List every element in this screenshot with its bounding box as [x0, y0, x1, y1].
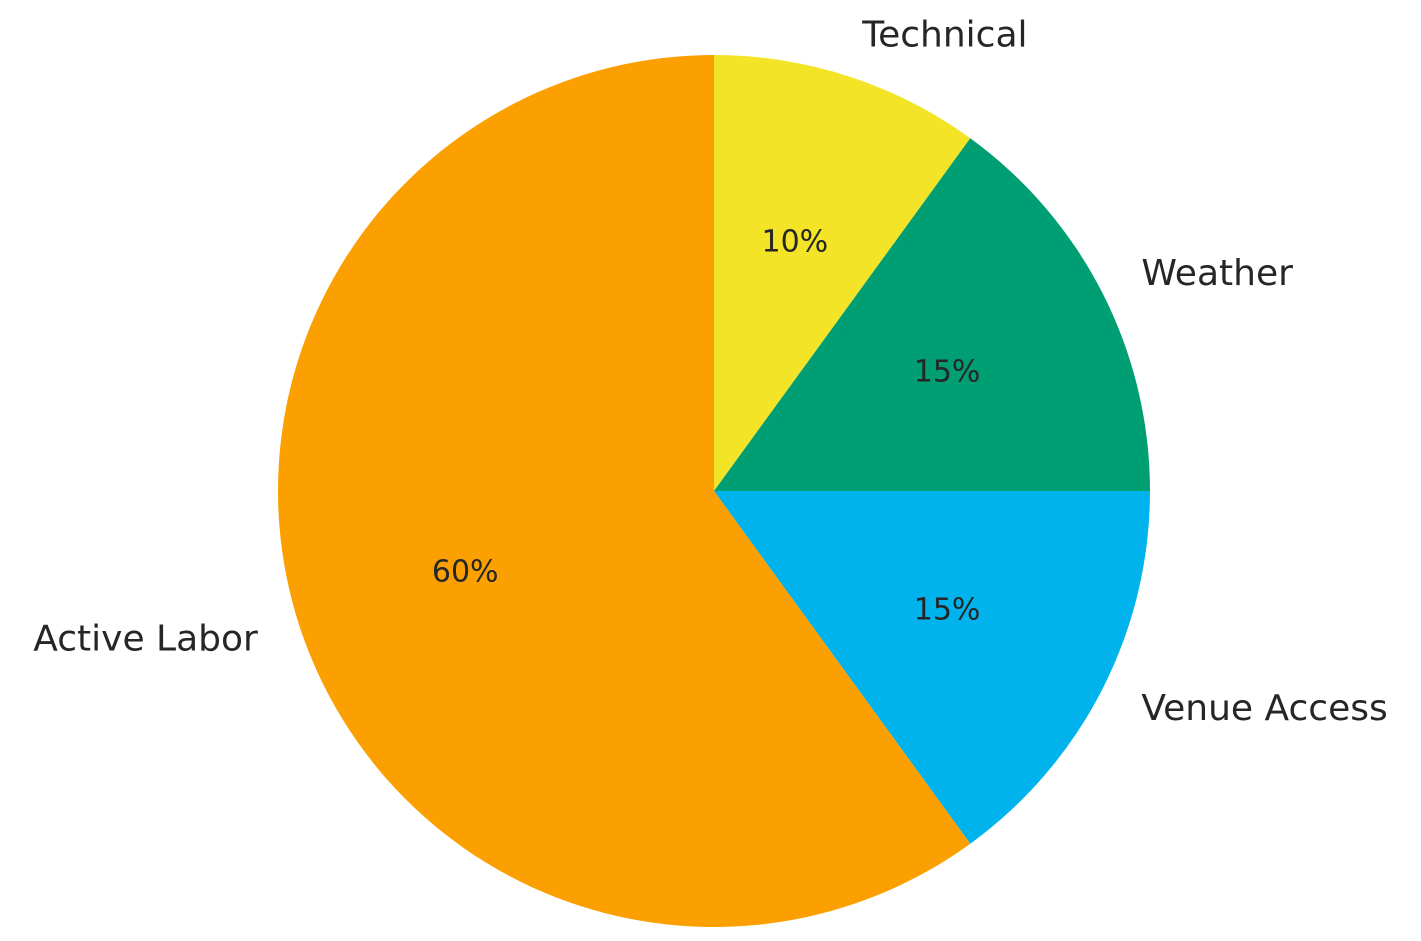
pie-category-label-technical: Technical — [861, 14, 1027, 55]
pie-slice-venue-access — [714, 491, 1150, 844]
pie-slice-active-labor — [277, 55, 971, 927]
pie-category-label-active-labor: Active Labor — [33, 619, 258, 660]
pie-slice-technical — [714, 55, 971, 491]
pie-value-label-weather: 15% — [914, 355, 981, 390]
pie-slice-weather — [714, 138, 1150, 491]
pie-slices — [277, 55, 1150, 927]
pie-labels: 10% Technical 15% Weather 15% Venue Access 60%… — [33, 14, 1388, 729]
pie-value-label-venue-access: 15% — [914, 592, 981, 627]
pie-category-label-venue-access: Venue Access — [1141, 688, 1387, 729]
pie-value-label-technical: 10% — [761, 225, 828, 260]
pie-category-label-weather: Weather — [1141, 253, 1293, 294]
pie-value-label-active-labor: 60% — [432, 554, 499, 589]
